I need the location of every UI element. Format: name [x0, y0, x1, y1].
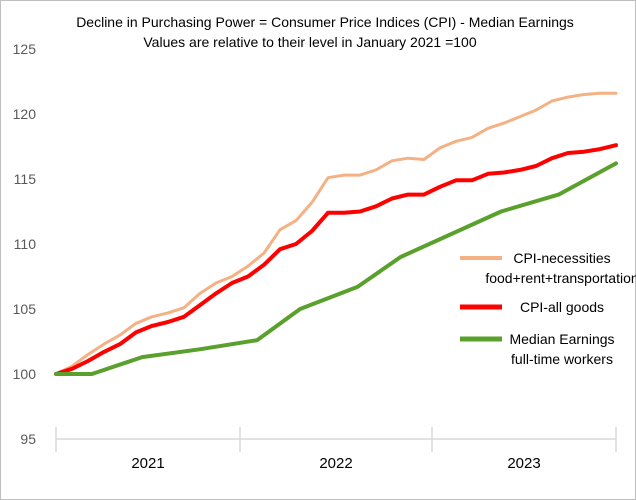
legend-label: CPI-necessities [513, 250, 610, 266]
x-axis: 2021 2022 2023 [55, 427, 617, 472]
series-line-2 [54, 143, 618, 376]
y-tick-label: 120 [13, 106, 37, 122]
legend-label: food+rent+transportation [485, 270, 636, 286]
chart-title-line-1: Decline in Purchasing Power = Consumer P… [76, 14, 574, 30]
x-year-label: 2022 [319, 455, 352, 472]
y-axis-tick-labels: 95 100 105 110 115 120 125 [13, 41, 37, 447]
legend-entry-2: CPI-all goods [460, 299, 604, 315]
y-tick-label: 110 [14, 236, 37, 252]
legend-label: CPI-all goods [520, 299, 604, 315]
legend-label: full-time workers [511, 351, 613, 367]
legend-entry-3: Median Earnings full-time workers [460, 331, 615, 367]
legend: CPI-necessitiesfood+rent+transportationC… [460, 250, 636, 367]
x-year-label: 2021 [131, 455, 164, 472]
y-tick-label: 105 [13, 301, 37, 317]
x-year-label: 2023 [507, 455, 540, 472]
legend-entry-1: CPI-necessities food+rent+transportation [460, 250, 636, 286]
y-tick-label: 125 [13, 41, 37, 57]
chart-title-line-2: Values are relative to their level in Ja… [143, 34, 476, 50]
y-tick-label: 100 [13, 366, 37, 382]
y-tick-label: 115 [14, 171, 37, 187]
series-line-1 [54, 91, 618, 376]
legend-label: Median Earnings [509, 331, 614, 347]
series-lines [54, 91, 618, 376]
chart-title: Decline in Purchasing Power = Consumer P… [76, 14, 574, 50]
series-line-3 [54, 161, 618, 376]
y-tick-label: 95 [20, 431, 36, 447]
